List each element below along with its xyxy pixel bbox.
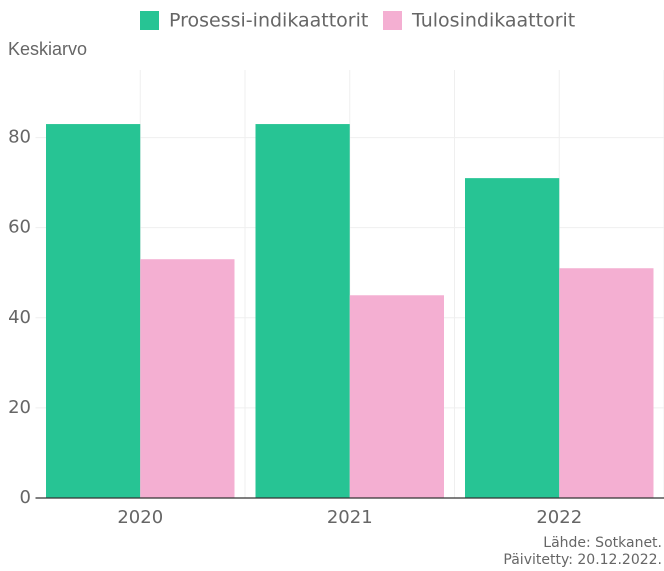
- bar: [140, 259, 235, 498]
- y-tick-label: 60: [8, 217, 31, 238]
- x-tick-label: 2022: [536, 507, 582, 528]
- bar: [559, 268, 654, 498]
- bar: [255, 124, 350, 498]
- x-tick-label: 2020: [117, 507, 163, 528]
- y-tick-label: 80: [8, 127, 31, 148]
- bar: [465, 178, 560, 498]
- bar: [349, 295, 444, 498]
- legend-label: Tulosindikaattorit: [411, 10, 575, 32]
- bar: [46, 124, 141, 498]
- legend-label: Prosessi-indikaattorit: [169, 10, 368, 32]
- legend-swatch: [140, 11, 159, 30]
- legend-swatch: [383, 11, 402, 30]
- y-tick-label: 40: [8, 307, 31, 328]
- y-axis-title: Keskiarvo: [8, 39, 87, 59]
- updated-note: Päivitetty: 20.12.2022.: [503, 552, 662, 567]
- y-tick-label: 0: [20, 487, 31, 508]
- y-tick-label: 20: [8, 397, 31, 418]
- x-tick-label: 2021: [327, 507, 373, 528]
- source-note: Lähde: Sotkanet.: [543, 535, 662, 551]
